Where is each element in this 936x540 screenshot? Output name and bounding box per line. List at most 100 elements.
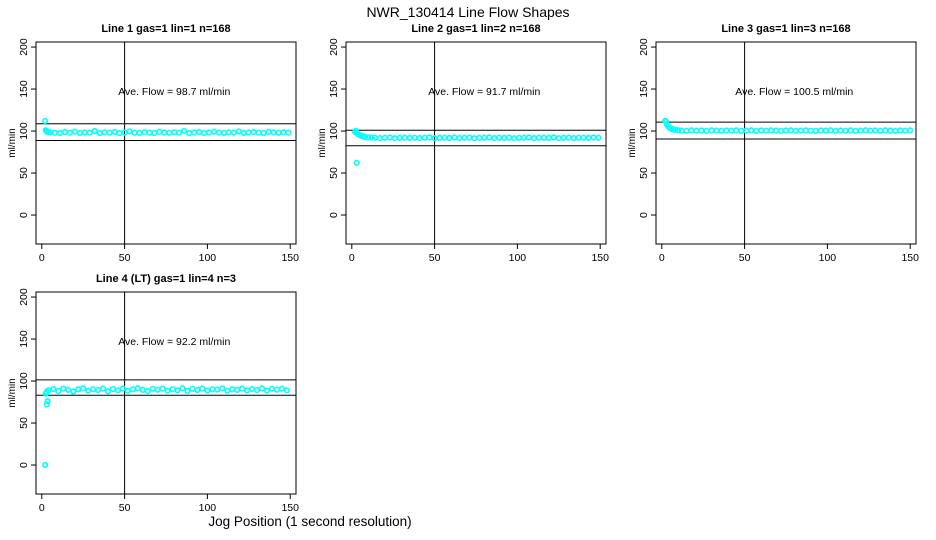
plot-box: [35, 41, 297, 245]
data-point: [580, 134, 587, 141]
data-point: [753, 127, 760, 134]
y-tick-label: 50: [18, 417, 30, 429]
y-tick-label: 0: [638, 212, 650, 218]
panel-plot: 0 50 100 150 0 50 100 150 200 ml/min Line 1 gas=1 …: [7, 23, 299, 264]
panel-plot: 0 50 100 150 0 50 100 150 200 ml/min Line 2 gas=1 …: [317, 23, 609, 264]
data-point: [149, 385, 156, 392]
data-point: [852, 127, 859, 134]
data-point: [111, 128, 118, 136]
y-tick-label: 50: [18, 167, 30, 179]
panel-plot: 0 50 100 150 0 50 100 150 200 ml/min Line 4 (LT) g…: [7, 273, 299, 514]
x-axis: 0 50 100 150: [39, 494, 299, 514]
data-point: [164, 387, 171, 394]
data-point: [787, 127, 795, 134]
data-point: [877, 127, 884, 134]
data-point: [368, 134, 375, 141]
data-point: [822, 127, 829, 134]
data-point: [229, 386, 236, 393]
data-point: [812, 127, 819, 134]
x-tick-label: 0: [349, 252, 355, 264]
x-tick-label: 0: [39, 252, 45, 264]
data-point: [244, 387, 251, 394]
data-point: [902, 127, 909, 134]
data-point: [738, 127, 745, 134]
data-point: [275, 129, 282, 136]
panel-line-1: 0 50 100 150 0 50 100 150 200 ml/min Line 1 gas=1 …: [7, 20, 310, 268]
data-point: [897, 127, 904, 134]
data-point: [451, 134, 458, 141]
x-tick-label: 100: [199, 502, 217, 514]
x-tick-label: 50: [739, 252, 751, 264]
x-tick-label: 50: [119, 502, 131, 514]
data-point: [235, 128, 242, 135]
data-point: [733, 127, 740, 134]
data-point: [506, 134, 513, 141]
y-tick-label: 0: [328, 212, 340, 218]
data-point: [456, 134, 463, 142]
data-point: [758, 127, 765, 134]
data-point: [209, 386, 216, 393]
x-tick-label: 50: [119, 252, 131, 264]
data-point: [807, 127, 814, 134]
data-point: [245, 129, 252, 136]
data-point: [857, 127, 864, 134]
data-point: [206, 129, 213, 136]
data-point: [441, 134, 448, 141]
data-point: [91, 127, 98, 135]
data-point: [671, 126, 679, 133]
data-point: [560, 134, 567, 141]
y-tick-label: 150: [18, 330, 30, 348]
y-axis: 0 50 100 150 200: [18, 38, 36, 218]
data-point: [678, 127, 685, 134]
data-point: [146, 129, 153, 136]
data-point: [797, 127, 804, 134]
data-point: [99, 385, 107, 392]
data-point: [225, 129, 232, 136]
data-points: [661, 117, 914, 134]
y-tick-label: 100: [328, 122, 340, 140]
data-points: [41, 385, 291, 469]
data-point: [545, 134, 552, 142]
data-point: [41, 117, 49, 125]
data-point: [525, 134, 533, 141]
data-point: [386, 134, 393, 141]
data-point: [214, 386, 221, 393]
data-point: [585, 134, 592, 142]
y-axis: 0 50 100 150 200: [328, 38, 346, 218]
data-point: [570, 134, 577, 142]
data-point: [486, 134, 493, 141]
data-point: [273, 386, 281, 393]
data-point: [476, 134, 483, 141]
data-point: [50, 385, 57, 393]
data-point: [176, 129, 183, 136]
data-point: [520, 134, 528, 141]
data-point: [743, 127, 750, 134]
x-tick-label: 150: [281, 502, 299, 514]
data-point: [56, 129, 64, 137]
data-point: [179, 385, 186, 392]
data-point: [280, 129, 287, 136]
y-tick-label: 0: [18, 212, 30, 218]
x-tick-label: 150: [281, 252, 299, 264]
data-point: [144, 387, 151, 395]
data-point: [268, 385, 276, 392]
data-point: [194, 386, 201, 394]
data-point: [181, 127, 188, 135]
annotation-ave-flow: Ave. Flow = 98.7 ml/min: [118, 86, 230, 98]
data-point: [401, 134, 408, 141]
data-point: [496, 134, 503, 141]
data-point: [283, 387, 291, 394]
data-point: [773, 127, 780, 134]
y-tick-label: 50: [328, 167, 340, 179]
x-tick-label: 0: [39, 502, 45, 514]
data-point: [535, 134, 542, 141]
data-point: [411, 134, 418, 141]
data-point: [201, 129, 208, 137]
data-point: [376, 134, 384, 142]
data-point: [396, 134, 403, 141]
data-point: [817, 127, 824, 134]
panel-title: Line 2 gas=1 lin=2 n=168: [411, 23, 540, 35]
data-point: [491, 134, 498, 142]
data-point: [466, 134, 473, 141]
